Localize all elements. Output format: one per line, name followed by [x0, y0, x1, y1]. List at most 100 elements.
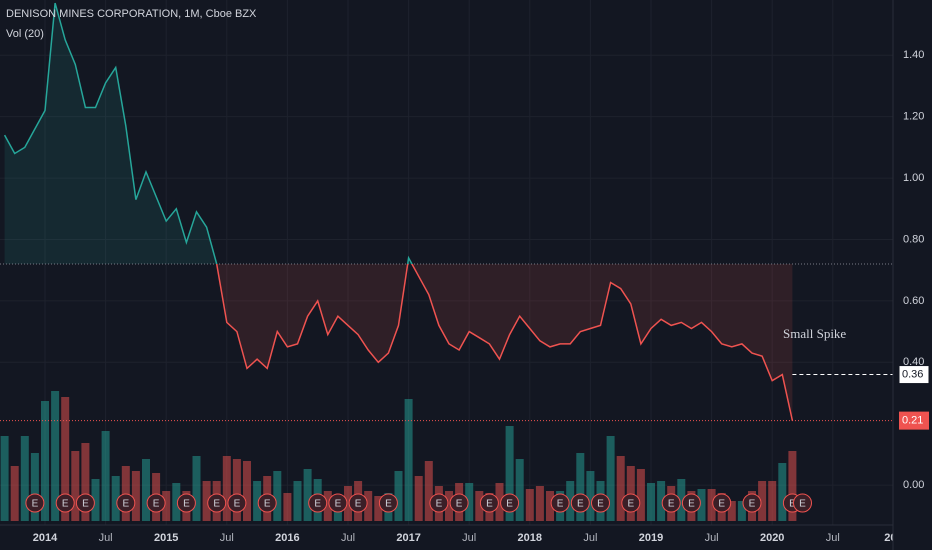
earnings-marker [116, 493, 136, 513]
earnings-marker [661, 493, 681, 513]
volume-bar [586, 471, 595, 521]
earnings-marker [348, 493, 368, 513]
volume-bar [202, 481, 211, 521]
earnings-label: E [183, 499, 190, 510]
earnings-marker [742, 493, 762, 513]
volume-bar [546, 491, 554, 521]
earnings-label: E [264, 499, 271, 510]
earnings-label: E [749, 499, 756, 510]
volume-bar [495, 483, 504, 521]
y-tick-label: 1.20 [903, 111, 924, 123]
volume-bar [445, 491, 453, 521]
last-price-label-box [899, 411, 929, 430]
volume-bar [707, 489, 716, 521]
x-tick-label: 2017 [396, 532, 420, 544]
volume-bar [364, 491, 373, 521]
volume-bar [51, 391, 60, 521]
volume-bar [243, 461, 251, 521]
volume-bar [677, 479, 686, 521]
volume-bar [81, 443, 90, 521]
volume-bar [283, 493, 292, 521]
volume-bar [475, 491, 484, 521]
earnings-marker [378, 493, 398, 513]
y-tick-label: 1.00 [903, 172, 924, 184]
earnings-marker [500, 493, 520, 513]
x-tick-label: 2016 [275, 532, 299, 544]
volume-bar [576, 453, 585, 521]
x-tick-label: 2014 [33, 532, 58, 544]
x-tick-label: Jul [705, 532, 719, 544]
volume-bar [293, 481, 302, 521]
volume-bar [515, 459, 524, 521]
x-tick-label: 2018 [518, 532, 542, 544]
volume-bar [374, 496, 383, 521]
earnings-marker [75, 493, 95, 513]
earnings-label: E [688, 499, 695, 510]
volume-bar [465, 483, 474, 521]
volume-bar [414, 476, 423, 521]
y-tick-label: 0.60 [903, 295, 924, 307]
volume-bar [61, 397, 70, 521]
earnings-label: E [456, 499, 463, 510]
y-axis [893, 0, 932, 550]
earnings-marker [176, 493, 196, 513]
x-tick-label: Jul [220, 532, 234, 544]
earnings-label: E [62, 499, 69, 510]
earnings-label: E [314, 499, 321, 510]
earnings-marker [591, 493, 610, 513]
volume-bar [404, 399, 413, 521]
earnings-label: E [355, 499, 362, 510]
volume-bar [636, 469, 645, 521]
volume-bar [788, 451, 797, 521]
earnings-label: E [335, 499, 342, 510]
earnings-label: E [153, 499, 160, 510]
volume-bar [535, 486, 544, 521]
earnings-marker [328, 493, 348, 513]
earnings-label: E [436, 499, 443, 510]
x-tick-label: Jul [583, 532, 597, 544]
volume-bar [273, 471, 282, 521]
earnings-marker [146, 493, 166, 513]
earnings-marker [25, 493, 45, 513]
y-tick-label: 0.00 [903, 479, 924, 491]
volume-bar [657, 481, 666, 521]
volume-bar [758, 481, 767, 521]
x-tick-label: 2019 [639, 532, 663, 544]
volume-bar [222, 456, 231, 521]
earnings-marker [429, 493, 449, 513]
earnings-label: E [557, 499, 564, 510]
volume-bar [192, 456, 201, 521]
earnings-marker [793, 493, 812, 513]
volume-bar [41, 401, 49, 521]
earnings-label: E [799, 499, 806, 510]
x-tick-label: Jul [826, 532, 840, 544]
volume-bar [232, 459, 241, 521]
volume-bar [162, 491, 171, 521]
volume-bar [20, 436, 29, 521]
horizontal-line-label-box [898, 365, 930, 385]
volume-label: Vol (20) [6, 28, 44, 40]
y-tick-label: 0.80 [903, 233, 924, 245]
volume-bar [505, 426, 514, 521]
x-tick-label: Jul [462, 532, 476, 544]
volume-bar [71, 451, 80, 521]
volume-bar [253, 481, 262, 521]
x-tick-label: 2015 [154, 532, 178, 544]
earnings-label: E [385, 499, 392, 510]
volume-bar [111, 476, 120, 521]
earnings-label: E [577, 499, 584, 510]
volume-bar [394, 471, 403, 521]
annotation: Small Spike [783, 326, 846, 341]
x-tick-label: 2020 [760, 532, 784, 544]
earnings-label: E [234, 499, 241, 510]
earnings-marker [308, 493, 328, 513]
earnings-marker [55, 493, 75, 513]
volume-bar [737, 501, 746, 521]
earnings-marker [207, 493, 227, 513]
volume-bar [566, 481, 575, 521]
earnings-marker [449, 493, 469, 513]
earnings-label: E [486, 499, 493, 510]
earnings-marker [681, 493, 701, 513]
